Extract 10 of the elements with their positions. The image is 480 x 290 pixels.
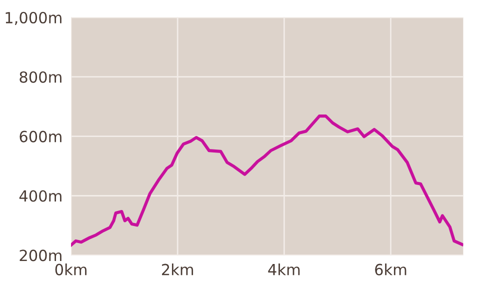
y-tick-label: 200m bbox=[20, 250, 62, 262]
x-tick-label: 4km bbox=[268, 264, 300, 276]
y-tick-label: 1,000m bbox=[6, 12, 62, 25]
y-tick-label: 400m bbox=[19, 190, 62, 202]
line-series bbox=[71, 114, 464, 247]
y-tick-label: 600m bbox=[20, 130, 62, 142]
x-tick-label: 0km bbox=[55, 264, 86, 276]
x-tick-label: 6km bbox=[375, 264, 406, 276]
y-tick-label: 800m bbox=[20, 71, 62, 83]
x-tick-label: 2km bbox=[162, 264, 194, 276]
